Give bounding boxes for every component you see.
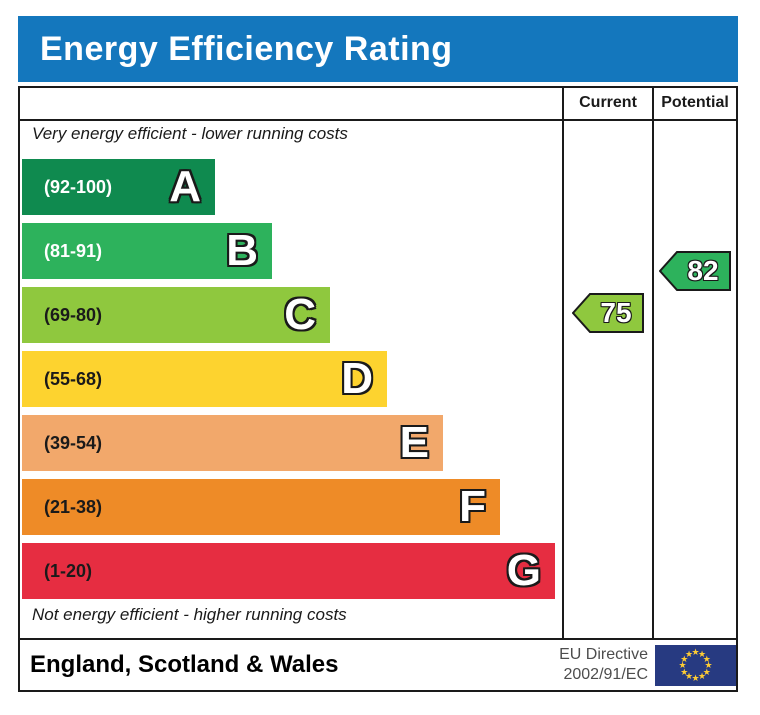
- eu-flag-icon: ★ ★ ★ ★ ★ ★ ★ ★ ★ ★ ★ ★: [655, 645, 736, 686]
- band-f-range: (21-38): [44, 496, 103, 517]
- eu-directive-label: EU Directive 2002/91/EC: [470, 645, 648, 685]
- region-label: England, Scotland & Wales: [30, 651, 339, 678]
- band-row-b: (81-91) B: [22, 223, 272, 279]
- band-row-e: (39-54) E: [22, 415, 443, 471]
- rating-table: Current Potential Very energy efficient …: [18, 86, 738, 692]
- current-column-divider: [562, 88, 564, 640]
- eu-flag-star: ★: [702, 653, 711, 664]
- column-header-potential: Potential: [661, 94, 729, 111]
- top-note: Very energy efficient - lower running co…: [32, 124, 348, 143]
- eu-flag-star: ★: [684, 648, 694, 659]
- eu-directive-line2: 2002/91/EC: [563, 666, 648, 683]
- band-f-letter: F: [459, 482, 486, 531]
- band-row-d: (55-68) D: [22, 351, 387, 407]
- band-g-range: (1-20): [44, 560, 93, 581]
- band-row-g: (1-20) G: [22, 543, 555, 599]
- eu-flag-star: ★: [697, 648, 707, 659]
- title-bar: Energy Efficiency Rating: [18, 16, 738, 82]
- potential-rating-arrow: 82: [659, 251, 731, 291]
- band-d-range: (55-68): [44, 368, 103, 389]
- current-rating-arrow: 75: [572, 293, 644, 333]
- band-d-letter: D: [341, 354, 373, 403]
- eu-flag-star: ★: [684, 671, 694, 682]
- current-rating-value: 75: [600, 297, 632, 328]
- eu-flag-star: ★: [680, 653, 689, 664]
- band-a-range: (92-100): [44, 176, 113, 197]
- band-c-range: (69-80): [44, 304, 103, 325]
- band-row-c: (69-80) C: [22, 287, 330, 343]
- band-e-range: (39-54): [44, 432, 103, 453]
- eu-flag-star: ★: [704, 660, 713, 670]
- eu-flag-star: ★: [691, 647, 700, 657]
- eu-flag-star: ★: [678, 660, 687, 670]
- bottom-note: Not energy efficient - higher running co…: [32, 605, 347, 624]
- band-b-letter: B: [226, 226, 258, 275]
- potential-column-divider: [652, 88, 654, 640]
- eu-flag-star: ★: [697, 671, 707, 682]
- band-e-letter: E: [399, 418, 429, 467]
- page-title: Energy Efficiency Rating: [40, 30, 453, 68]
- eu-flag-star: ★: [702, 666, 711, 677]
- band-a-letter: A: [169, 162, 201, 211]
- current-arrow-shape: [572, 293, 644, 333]
- band-b-range: (81-91): [44, 240, 103, 261]
- footer-divider: [20, 638, 736, 640]
- band-g-letter: G: [506, 546, 541, 595]
- band-row-f: (21-38) F: [22, 479, 500, 535]
- band-c-letter: C: [284, 290, 316, 339]
- column-header-current: Current: [579, 94, 637, 111]
- potential-arrow-shape: [659, 251, 731, 291]
- eu-flag-star: ★: [680, 666, 689, 677]
- header-divider: [20, 119, 736, 121]
- band-row-a: (92-100) A: [22, 159, 215, 215]
- potential-rating-value: 82: [687, 255, 719, 286]
- eu-directive-line1: EU Directive: [559, 646, 648, 663]
- eu-flag-star: ★: [691, 673, 700, 683]
